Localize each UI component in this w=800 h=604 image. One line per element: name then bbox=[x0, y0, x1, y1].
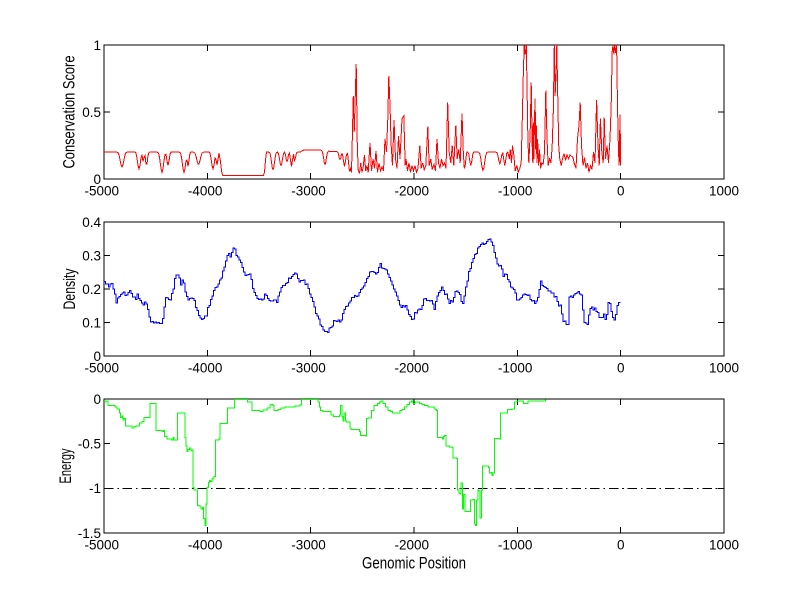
svg-text:-1000: -1000 bbox=[498, 538, 533, 553]
svg-text:1000: 1000 bbox=[709, 361, 739, 376]
svg-text:-1000: -1000 bbox=[498, 184, 533, 199]
svg-text:-2000: -2000 bbox=[395, 361, 430, 376]
svg-text:0: 0 bbox=[617, 538, 625, 553]
svg-text:0.5: 0.5 bbox=[82, 105, 101, 120]
svg-text:0: 0 bbox=[617, 361, 625, 376]
svg-text:0: 0 bbox=[617, 184, 625, 199]
svg-text:-4000: -4000 bbox=[188, 361, 223, 376]
svg-text:0.1: 0.1 bbox=[82, 315, 101, 330]
svg-text:-4000: -4000 bbox=[188, 538, 223, 553]
svg-text:-2000: -2000 bbox=[395, 184, 430, 199]
svg-text:0: 0 bbox=[93, 172, 101, 187]
svg-text:-1: -1 bbox=[89, 481, 101, 496]
svg-text:0.2: 0.2 bbox=[82, 282, 101, 297]
svg-text:Density: Density bbox=[60, 268, 79, 309]
svg-text:-1000: -1000 bbox=[498, 361, 533, 376]
svg-text:-0.5: -0.5 bbox=[78, 437, 101, 452]
svg-text:1000: 1000 bbox=[709, 538, 739, 553]
svg-text:Genomic Position: Genomic Position bbox=[362, 554, 466, 573]
svg-text:0.3: 0.3 bbox=[82, 248, 101, 263]
svg-text:-2000: -2000 bbox=[395, 538, 430, 553]
svg-text:0: 0 bbox=[93, 392, 101, 407]
svg-text:0.4: 0.4 bbox=[82, 215, 101, 230]
svg-text:-5000: -5000 bbox=[85, 184, 120, 199]
svg-text:Conservation Score: Conservation Score bbox=[60, 56, 79, 169]
svg-text:-5000: -5000 bbox=[85, 361, 120, 376]
svg-text:-1.5: -1.5 bbox=[78, 526, 101, 541]
svg-text:1000: 1000 bbox=[709, 184, 739, 199]
svg-text:1: 1 bbox=[93, 38, 101, 53]
svg-text:-3000: -3000 bbox=[291, 184, 326, 199]
svg-text:-3000: -3000 bbox=[291, 361, 326, 376]
svg-text:Energy: Energy bbox=[56, 448, 75, 483]
svg-text:-3000: -3000 bbox=[291, 538, 326, 553]
svg-text:-4000: -4000 bbox=[188, 184, 223, 199]
svg-text:-5000: -5000 bbox=[85, 538, 120, 553]
svg-text:0: 0 bbox=[93, 349, 101, 364]
